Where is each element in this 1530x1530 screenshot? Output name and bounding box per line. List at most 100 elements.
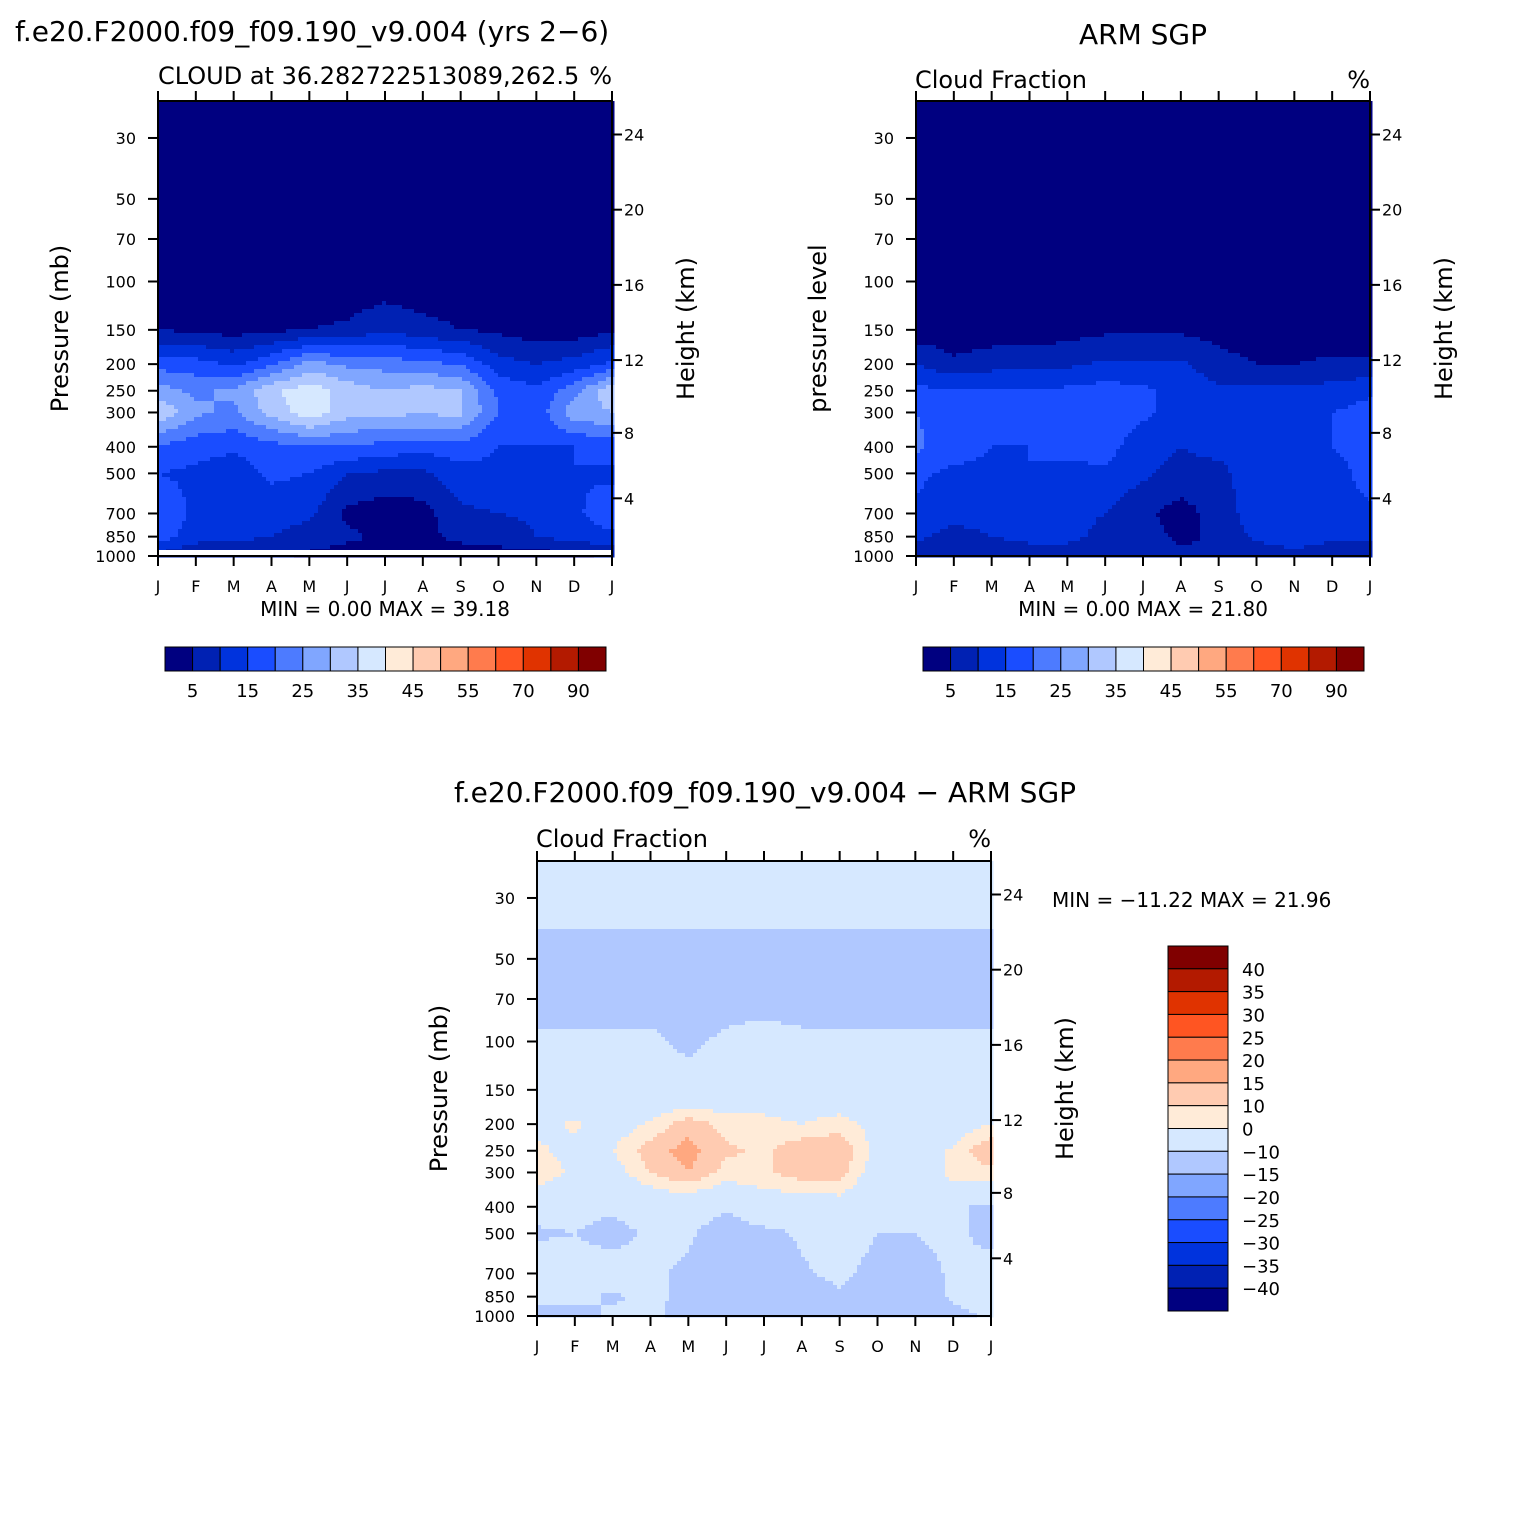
contour-cell xyxy=(442,153,447,158)
contour-cell xyxy=(238,245,243,250)
contour-cell xyxy=(354,157,359,162)
contour-cell xyxy=(202,165,207,170)
contour-cell xyxy=(238,205,243,210)
contour-cell xyxy=(418,245,423,250)
contour-cell xyxy=(538,253,543,258)
contour-cell xyxy=(490,149,495,154)
contour-cell xyxy=(566,109,571,114)
contour-cell xyxy=(378,217,383,222)
contour-cell xyxy=(418,229,423,234)
contour-cell xyxy=(350,233,355,238)
contour-cell xyxy=(502,209,507,214)
contour-cell xyxy=(266,209,271,214)
contour-cell xyxy=(358,189,363,194)
contour-cell xyxy=(370,257,375,262)
contour-cell xyxy=(342,213,347,218)
contour-cell xyxy=(306,121,311,126)
contour-cell xyxy=(218,177,223,182)
contour-cell xyxy=(582,105,587,110)
contour-cell xyxy=(162,145,167,150)
contour-cell xyxy=(194,185,199,190)
contour-cell xyxy=(466,221,471,226)
contour-cell xyxy=(166,233,171,238)
contour-cell xyxy=(262,173,267,178)
contour-cell xyxy=(314,117,319,122)
contour-cell xyxy=(418,141,423,146)
contour-cell xyxy=(510,113,515,118)
contour-cell xyxy=(438,105,443,110)
contour-cell xyxy=(518,189,523,194)
contour-cell xyxy=(486,129,491,134)
contour-cell xyxy=(218,189,223,194)
contour-cell xyxy=(414,105,419,110)
contour-cell xyxy=(502,233,507,238)
contour-cell xyxy=(266,153,271,158)
contour-cell xyxy=(366,105,371,110)
contour-cell xyxy=(190,253,195,258)
contour-cell xyxy=(294,169,299,174)
contour-cell xyxy=(322,201,327,206)
contour-cell xyxy=(522,153,527,158)
contour-cell xyxy=(606,137,611,142)
contour-cell xyxy=(438,205,443,210)
contour-cell xyxy=(234,229,239,234)
contour-cell xyxy=(490,125,495,130)
contour-cell xyxy=(514,237,519,242)
contour-cell xyxy=(586,133,591,138)
contour-cell xyxy=(390,249,395,254)
contour-cell xyxy=(362,201,367,206)
contour-cell xyxy=(170,241,175,246)
contour-cell xyxy=(186,185,191,190)
contour-cell xyxy=(330,157,335,162)
contour-cell xyxy=(370,105,375,110)
contour-cell xyxy=(318,245,323,250)
contour-cell xyxy=(194,213,199,218)
contour-cell xyxy=(206,157,211,162)
contour-cell xyxy=(246,113,251,118)
contour-cell xyxy=(454,133,459,138)
contour-cell xyxy=(594,189,599,194)
contour-cell xyxy=(370,221,375,226)
contour-cell xyxy=(310,113,315,118)
contour-cell xyxy=(298,257,303,262)
contour-cell xyxy=(594,205,599,210)
contour-cell xyxy=(574,249,579,254)
contour-cell xyxy=(486,169,491,174)
contour-cell xyxy=(518,153,523,158)
contour-cell xyxy=(346,193,351,198)
contour-cell xyxy=(382,213,387,218)
contour-cell xyxy=(334,221,339,226)
contour-cell xyxy=(398,125,403,130)
contour-cell xyxy=(250,153,255,158)
contour-cell xyxy=(166,113,171,118)
contour-cell xyxy=(326,141,331,146)
contour-cell xyxy=(326,105,331,110)
contour-cell xyxy=(330,125,335,130)
contour-cell xyxy=(230,109,235,114)
contour-cell xyxy=(382,193,387,198)
contour-cell xyxy=(258,217,263,222)
contour-cell xyxy=(410,137,415,142)
contour-cell xyxy=(482,125,487,130)
contour-cell xyxy=(510,121,515,126)
contour-cell xyxy=(526,137,531,142)
contour-cell xyxy=(586,105,591,110)
contour-cell xyxy=(414,189,419,194)
contour-cell xyxy=(346,133,351,138)
contour-cell xyxy=(414,181,419,186)
contour-cell xyxy=(418,137,423,142)
contour-cell xyxy=(338,153,343,158)
contour-cell xyxy=(266,221,271,226)
contour-cell xyxy=(426,217,431,222)
contour-cell xyxy=(226,153,231,158)
contour-cell xyxy=(338,201,343,206)
contour-cell xyxy=(382,221,387,226)
contour-cell xyxy=(354,257,359,262)
contour-cell xyxy=(370,217,375,222)
contour-cell xyxy=(426,201,431,206)
contour-cell xyxy=(214,241,219,246)
contour-cell xyxy=(362,209,367,214)
contour-cell xyxy=(534,169,539,174)
contour-cell xyxy=(354,225,359,230)
contour-cell xyxy=(534,221,539,226)
